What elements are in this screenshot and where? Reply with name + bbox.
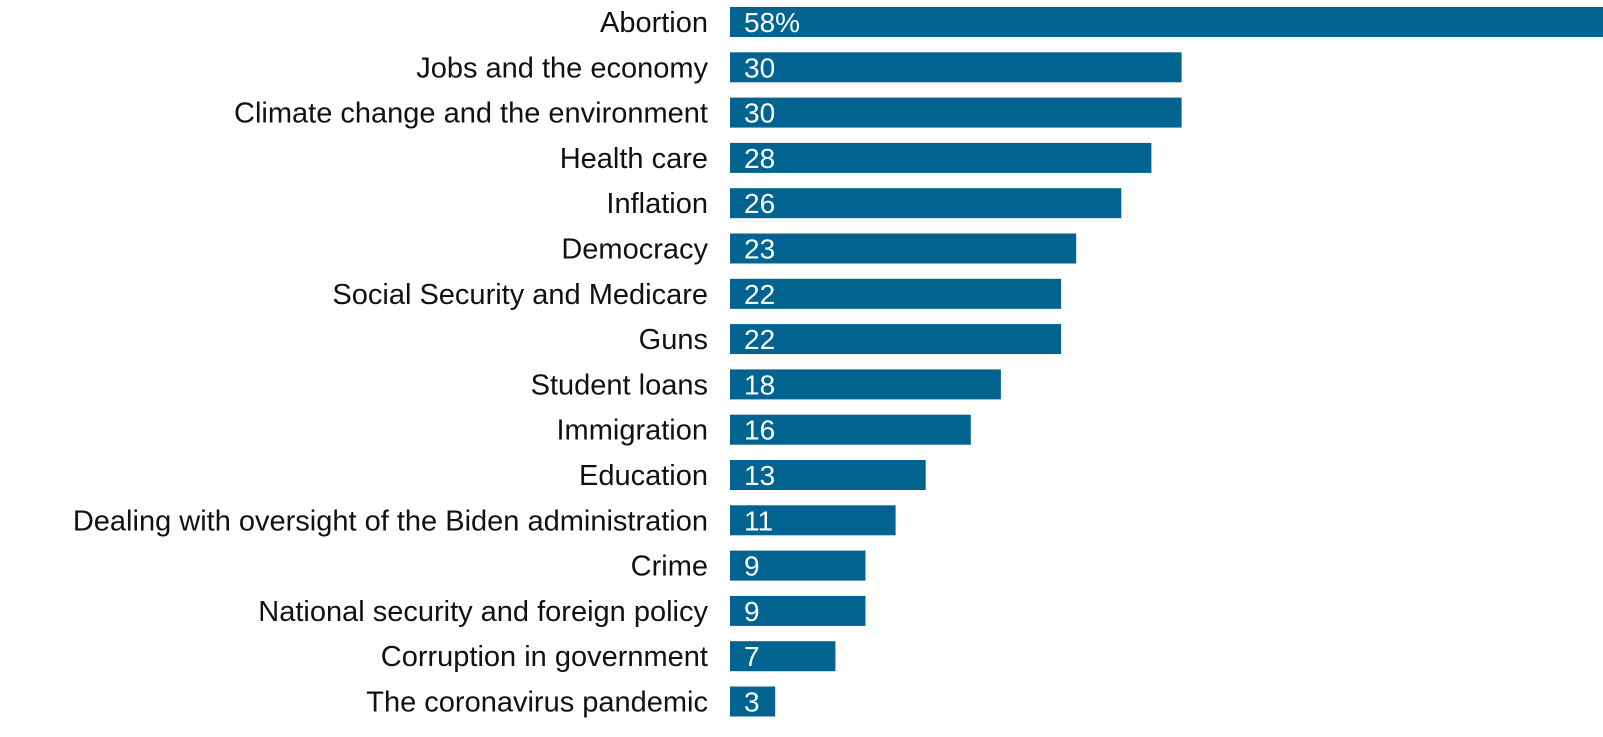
- bar: [730, 686, 776, 717]
- bar: [730, 7, 1603, 37]
- value-label: 22: [744, 324, 775, 355]
- value-label: 18: [744, 369, 775, 400]
- category-labels-group: Abortion Jobs and the economy Climate chan…: [73, 7, 709, 719]
- category-label: Democracy: [561, 234, 708, 266]
- category-label: Jobs and the economy: [416, 52, 708, 84]
- bar: [730, 52, 1182, 83]
- value-label: 9: [744, 551, 760, 582]
- category-label: Guns: [639, 324, 708, 356]
- category-label: Crime: [631, 551, 708, 583]
- category-label: Education: [579, 460, 708, 492]
- category-label: Dealing with oversight of the Biden admi…: [73, 505, 708, 537]
- category-label: Health care: [560, 143, 708, 175]
- value-label: 30: [744, 98, 775, 129]
- value-label: 9: [744, 596, 760, 627]
- bar: [730, 233, 1077, 264]
- bar: [730, 460, 926, 490]
- bar: [730, 142, 1152, 173]
- value-label: 16: [744, 415, 775, 446]
- value-label: 58%: [744, 7, 800, 38]
- value-label: 13: [744, 460, 775, 491]
- bar: [730, 369, 1001, 400]
- value-label: 11: [744, 505, 773, 536]
- value-label: 3: [744, 687, 760, 718]
- category-label: National security and foreign policy: [258, 596, 708, 628]
- category-label: Immigration: [557, 415, 709, 447]
- category-label: Inflation: [606, 188, 708, 220]
- bar: [730, 595, 866, 626]
- value-label: 7: [744, 641, 760, 672]
- bar: [730, 278, 1062, 309]
- bar: [730, 188, 1122, 219]
- value-label: 23: [744, 234, 775, 265]
- value-label: 30: [744, 52, 775, 83]
- bar: [730, 505, 896, 536]
- category-label: Abortion: [600, 7, 708, 39]
- category-label: Student loans: [531, 369, 708, 401]
- bars-group: [730, 7, 1603, 717]
- bar: [730, 324, 1062, 355]
- bar: [730, 641, 836, 672]
- bar: [730, 97, 1182, 128]
- bar: [730, 550, 866, 581]
- value-label: 28: [744, 143, 775, 174]
- category-label: Corruption in government: [381, 641, 708, 673]
- category-label: Social Security and Medicare: [332, 279, 708, 311]
- category-label: Climate change and the environment: [234, 98, 708, 130]
- value-label: 26: [744, 188, 775, 219]
- category-label: The coronavirus pandemic: [366, 687, 708, 719]
- value-label: 22: [744, 279, 775, 310]
- bar: [730, 414, 971, 445]
- value-labels-group: 58% 30 30 28 26 23 22 22 18 16 13 11 9 9 7 3: [744, 7, 800, 718]
